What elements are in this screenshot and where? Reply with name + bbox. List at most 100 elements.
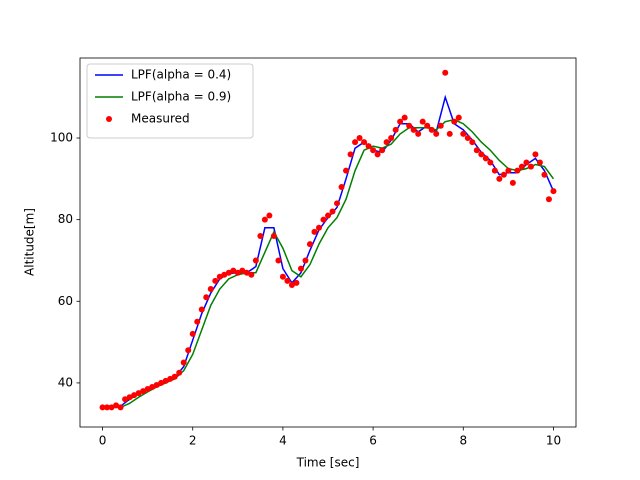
data-point (297, 265, 304, 272)
data-point (523, 159, 530, 166)
y-tick-label: 60 (58, 294, 73, 308)
data-point (397, 118, 404, 125)
data-point (270, 232, 277, 239)
data-point (162, 377, 169, 384)
data-point (527, 163, 534, 170)
data-point (122, 396, 129, 403)
data-point (338, 183, 345, 190)
y-axis-label: Altitude[m] (23, 208, 37, 276)
data-point (311, 228, 318, 235)
data-point (225, 269, 232, 276)
data-point (135, 390, 142, 397)
data-point (433, 130, 440, 137)
data-point (496, 175, 503, 182)
data-point (347, 151, 354, 158)
data-point (216, 273, 223, 280)
y-tick-label: 100 (50, 131, 73, 145)
data-point (482, 155, 489, 162)
data-point (415, 130, 422, 137)
legend-label: LPF(alpha = 0.4) (131, 68, 231, 82)
data-point (149, 383, 156, 390)
x-axis-label: Time [sec] (296, 456, 360, 470)
data-point (370, 147, 377, 154)
x-tick-label: 4 (279, 434, 287, 448)
data-point (230, 267, 237, 274)
plot-frame (79, 57, 577, 428)
data-point (275, 257, 282, 264)
data-point (514, 167, 521, 174)
data-point (315, 224, 322, 231)
data-point (329, 208, 336, 215)
data-point (243, 269, 250, 276)
data-point (379, 147, 386, 154)
data-point (144, 386, 151, 393)
data-point (536, 159, 543, 166)
data-point (176, 369, 183, 376)
data-point (374, 151, 381, 158)
data-point (401, 114, 408, 121)
data-point (334, 200, 341, 207)
data-point (185, 347, 192, 354)
x-tick-label: 10 (546, 434, 561, 448)
data-point (487, 159, 494, 166)
data-point (131, 392, 138, 399)
data-point (419, 118, 426, 125)
data-point (252, 257, 259, 264)
data-point (158, 379, 165, 386)
data-point (352, 139, 359, 146)
data-point (500, 171, 507, 178)
data-point (203, 294, 210, 301)
legend-box (86, 63, 254, 139)
data-point (406, 122, 413, 129)
data-point (293, 279, 300, 286)
data-point (469, 139, 476, 146)
x-tick-label: 6 (369, 434, 377, 448)
data-point (541, 171, 548, 178)
series-line (102, 94, 555, 409)
data-point (302, 257, 309, 264)
legend-label: Measured (131, 112, 190, 126)
data-point (257, 232, 264, 239)
data-point (266, 212, 273, 219)
data-point (171, 373, 178, 380)
data-point (126, 394, 133, 401)
data-point (455, 114, 462, 121)
y-tick-label: 80 (58, 212, 73, 226)
x-tick-label: 0 (99, 434, 107, 448)
data-point (189, 330, 196, 337)
data-point (343, 167, 350, 174)
data-point (361, 139, 368, 146)
data-point (365, 143, 372, 150)
y-tick-label: 40 (58, 375, 73, 389)
data-point (288, 281, 295, 288)
data-point (104, 404, 111, 411)
data-point (325, 212, 331, 219)
data-point (478, 151, 485, 158)
data-point (428, 126, 435, 133)
data-point (140, 388, 147, 395)
data-point (194, 318, 201, 325)
data-point (279, 273, 286, 280)
data-point (491, 167, 498, 174)
data-point (518, 163, 525, 170)
data-point (153, 381, 160, 388)
data-point (180, 359, 187, 366)
data-point (248, 271, 255, 278)
data-point (99, 404, 106, 411)
data-point (261, 216, 268, 223)
data-point (212, 277, 219, 284)
legend-swatch (106, 116, 112, 122)
data-point (198, 306, 205, 313)
data-point (473, 147, 480, 154)
data-point (320, 216, 327, 223)
data-point (117, 404, 124, 411)
data-point (509, 179, 516, 186)
data-point (383, 139, 390, 146)
data-point (113, 402, 120, 409)
data-point (451, 118, 458, 125)
data-point (239, 267, 246, 274)
data-point (388, 135, 395, 142)
data-point (424, 122, 431, 129)
data-point (505, 167, 512, 174)
